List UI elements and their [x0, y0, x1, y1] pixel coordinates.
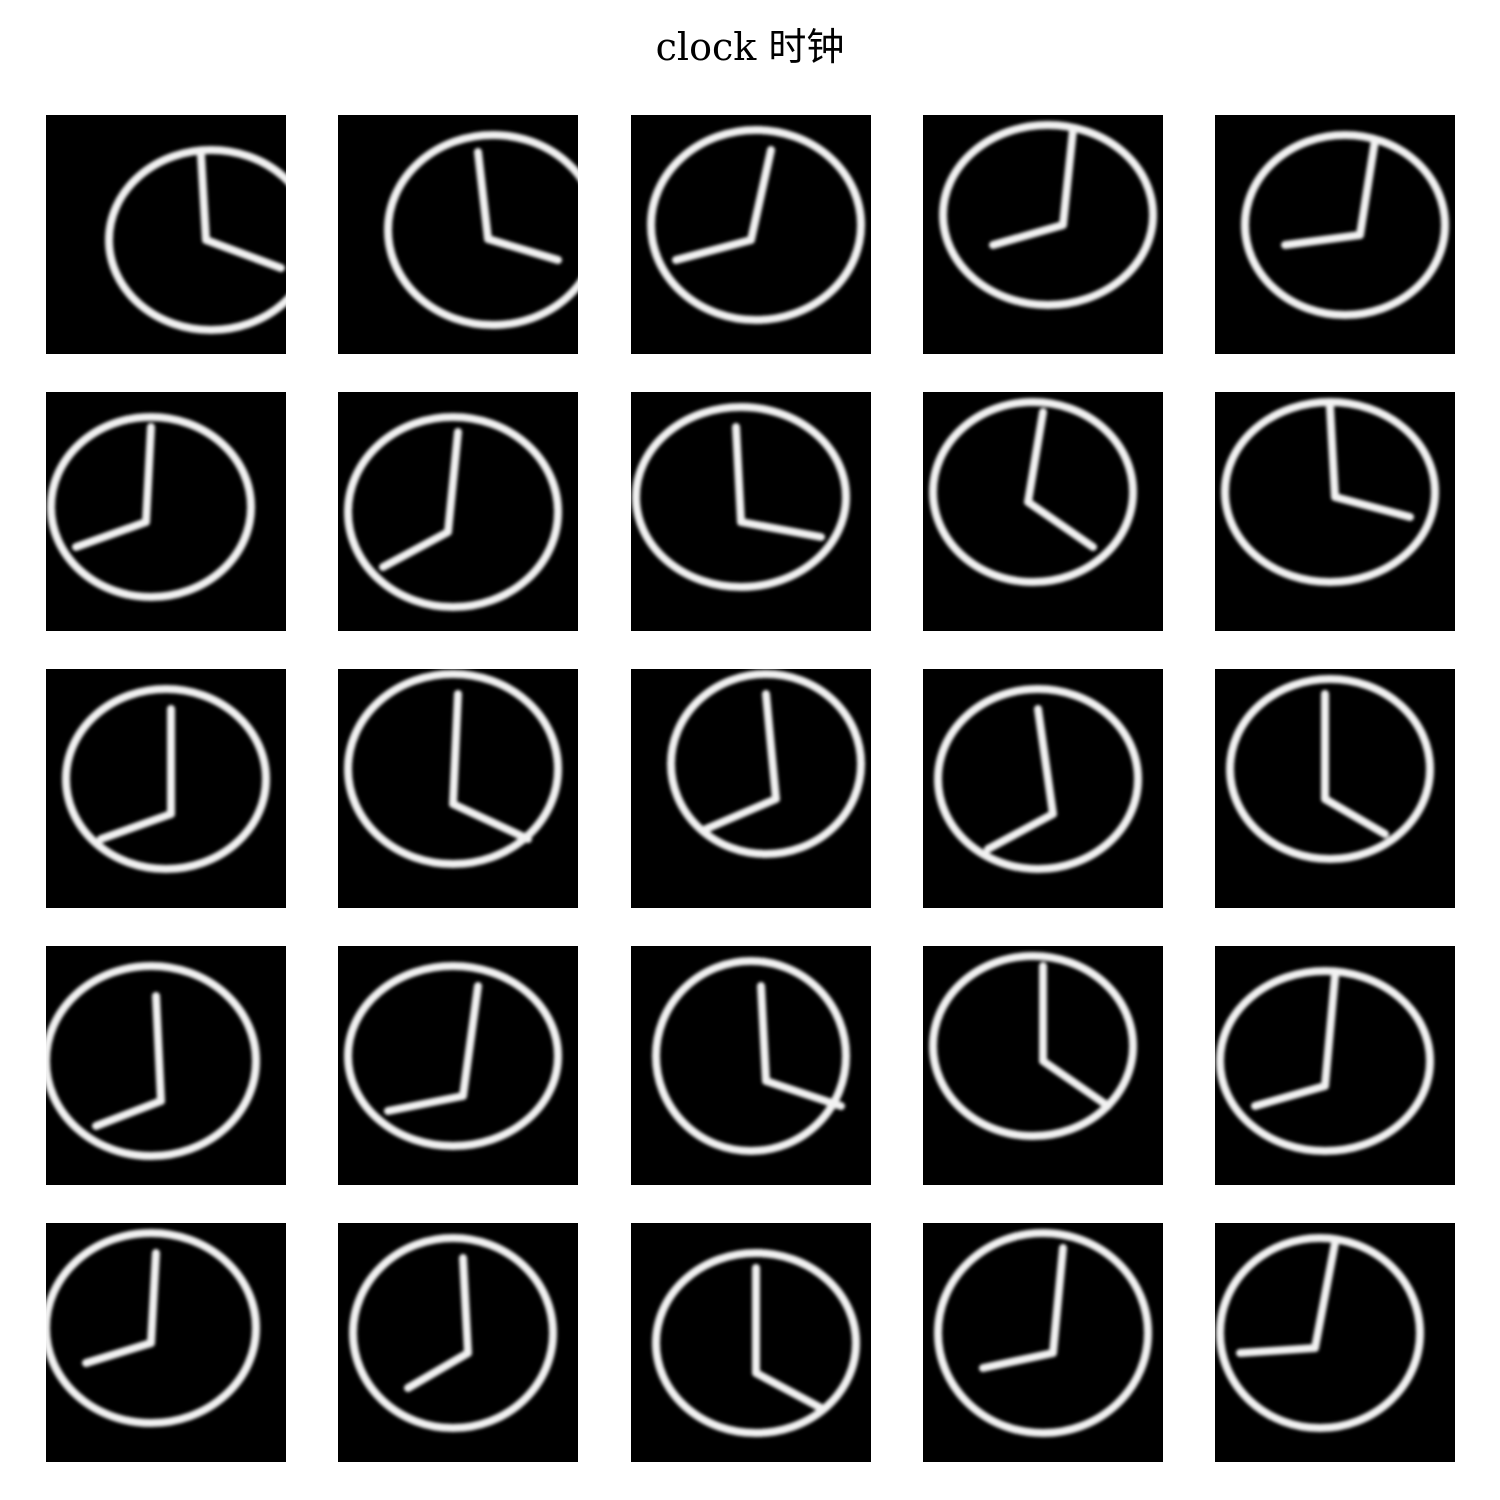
clock-doodle: [923, 946, 1163, 1185]
clock-sample-tile: [46, 669, 286, 908]
clock-face: [656, 961, 846, 1151]
clock-face: [943, 125, 1153, 305]
clock-face: [933, 956, 1133, 1136]
clock-hands: [96, 996, 161, 1126]
clock-doodle: [1215, 946, 1455, 1185]
clock-doodle: [1215, 115, 1455, 354]
clock-doodle: [923, 1223, 1163, 1462]
clock-sample-tile: [923, 115, 1163, 354]
clock-sample-grid: [46, 115, 1455, 1462]
clock-doodle: [631, 392, 871, 631]
clock-hands: [1028, 412, 1093, 547]
clock-hands: [983, 1248, 1063, 1368]
clock-doodle: [338, 946, 578, 1185]
clock-sample-tile: [631, 1223, 871, 1462]
clock-doodle: [631, 1223, 871, 1462]
clock-face: [66, 689, 266, 869]
clock-doodle: [338, 1223, 578, 1462]
clock-doodle: [46, 115, 286, 354]
clock-hands: [478, 152, 558, 260]
clock-sample-tile: [631, 392, 871, 631]
clock-sample-tile: [338, 115, 578, 354]
clock-sample-tile: [923, 669, 1163, 908]
clock-hands: [1043, 966, 1108, 1106]
clock-doodle: [923, 392, 1163, 631]
clock-sample-tile: [1215, 946, 1455, 1185]
clock-face: [938, 1233, 1148, 1433]
figure-title: clock 时钟: [0, 22, 1500, 72]
clock-sample-tile: [923, 1223, 1163, 1462]
clock-face: [353, 1238, 553, 1428]
clock-hands: [676, 150, 771, 260]
clock-hands: [736, 427, 821, 537]
clock-hands: [988, 709, 1053, 849]
clock-sample-tile: [46, 1223, 286, 1462]
clock-sample-tile: [631, 669, 871, 908]
clock-face: [1245, 135, 1445, 315]
clock-face: [348, 966, 558, 1146]
clock-sample-tile: [1215, 669, 1455, 908]
clock-doodle: [46, 1223, 286, 1462]
clock-hands: [1255, 976, 1335, 1106]
clock-doodle: [631, 946, 871, 1185]
clock-sample-tile: [1215, 115, 1455, 354]
clock-sample-tile: [338, 392, 578, 631]
clock-hands: [388, 986, 478, 1111]
clock-sample-tile: [338, 669, 578, 908]
clock-hands: [86, 1253, 156, 1363]
clock-doodle: [923, 669, 1163, 908]
clock-sample-tile: [1215, 392, 1455, 631]
clock-doodle: [1215, 392, 1455, 631]
clock-hands: [383, 432, 458, 567]
clock-doodle: [46, 392, 286, 631]
clock-doodle: [338, 392, 578, 631]
clock-hands: [706, 694, 776, 829]
clock-sample-tile: [1215, 1223, 1455, 1462]
clock-face: [46, 966, 256, 1156]
clock-doodle: [46, 946, 286, 1185]
clock-doodle: [338, 115, 578, 354]
clock-sample-tile: [631, 946, 871, 1185]
clock-doodle: [1215, 669, 1455, 908]
clock-sample-tile: [46, 392, 286, 631]
clock-doodle: [631, 115, 871, 354]
clock-face: [109, 150, 286, 330]
clock-hands: [1285, 140, 1375, 245]
clock-hands: [201, 155, 281, 268]
clock-doodle: [46, 669, 286, 908]
clock-sample-tile: [631, 115, 871, 354]
clock-hands: [1325, 694, 1385, 834]
clock-sample-tile: [923, 946, 1163, 1185]
clock-hands: [756, 1268, 821, 1408]
clock-hands: [408, 1258, 468, 1388]
clock-sample-tile: [46, 946, 286, 1185]
clock-doodle: [1215, 1223, 1455, 1462]
clock-sample-tile: [46, 115, 286, 354]
clock-hands: [76, 427, 151, 547]
clock-sample-tile: [338, 1223, 578, 1462]
clock-hands: [993, 130, 1073, 245]
clock-hands: [453, 694, 528, 839]
clock-doodle: [338, 669, 578, 908]
clock-face: [1230, 679, 1430, 859]
clock-hands: [101, 709, 171, 839]
clock-sample-tile: [923, 392, 1163, 631]
clock-doodle: [631, 669, 871, 908]
clock-sample-tile: [338, 946, 578, 1185]
clock-doodle: [923, 115, 1163, 354]
